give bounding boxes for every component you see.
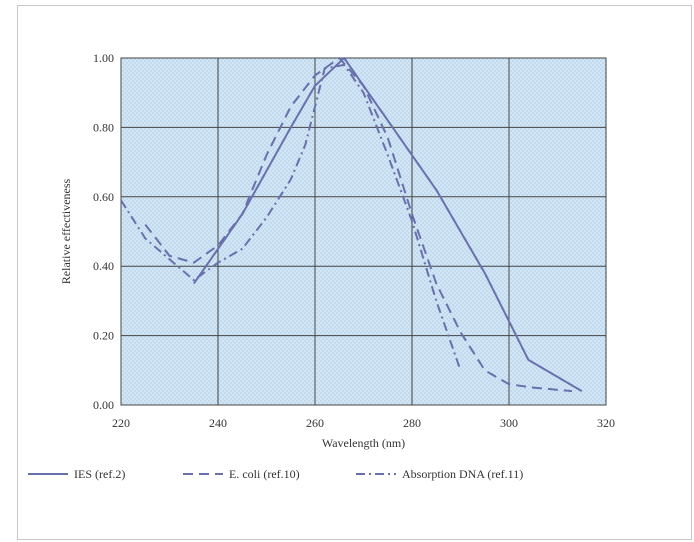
x-tick-label: 220 bbox=[112, 416, 130, 430]
y-tick-label: 0.80 bbox=[93, 120, 114, 134]
y-axis-title: Relative effectiveness bbox=[59, 178, 73, 284]
y-tick-label: 0.00 bbox=[93, 398, 114, 412]
legend: IES (ref.2) E. coli (ref.10) Absorption DN… bbox=[28, 467, 523, 481]
y-tick-label: 0.60 bbox=[93, 190, 114, 204]
series-line bbox=[192, 57, 583, 392]
plot-border bbox=[120, 57, 607, 406]
x-tick-label: 300 bbox=[500, 416, 518, 430]
series-line bbox=[120, 63, 462, 371]
y-tick-label: 0.40 bbox=[93, 259, 114, 273]
x-tick-label: 320 bbox=[597, 416, 615, 430]
legend-label: Absorption DNA (ref.11) bbox=[402, 467, 523, 481]
chart-svg: 0.00 0.20 0.40 0.60 0.80 1.00 220 240 260 280 300… bbox=[28, 51, 615, 481]
x-axis-title: Wavelength (nm) bbox=[322, 436, 405, 450]
legend-label: E. coli (ref.10) bbox=[229, 467, 300, 481]
series-line bbox=[144, 57, 573, 393]
y-tick-label: 0.20 bbox=[93, 329, 114, 343]
x-tick-label: 260 bbox=[306, 416, 324, 430]
plot-area bbox=[121, 58, 606, 405]
y-tick-label: 1.00 bbox=[93, 51, 114, 65]
series-group bbox=[120, 57, 583, 393]
x-tick-labels: 220 240 260 280 300 320 bbox=[112, 416, 615, 430]
x-tick-label: 240 bbox=[209, 416, 227, 430]
legend-label: IES (ref.2) bbox=[74, 467, 125, 481]
y-tick-labels: 0.00 0.20 0.40 0.60 0.80 1.00 bbox=[93, 51, 114, 412]
chart-frame: 0.00 0.20 0.40 0.60 0.80 1.00 220 240 260 280 300… bbox=[17, 5, 692, 540]
x-tick-label: 280 bbox=[403, 416, 421, 430]
